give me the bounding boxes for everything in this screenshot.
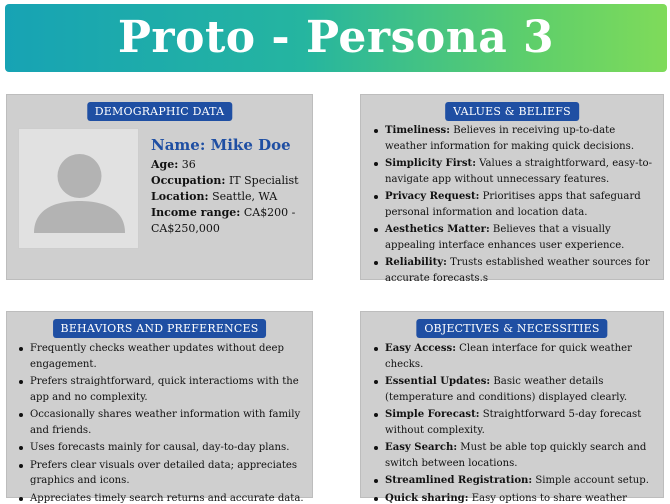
name-value: Mike Doe: [210, 136, 291, 154]
item-title: Reliability:: [385, 257, 447, 268]
list-item: Reliability: Trusts established weather …: [370, 255, 660, 286]
list-item: Quick sharing: Easy options to share wea…: [370, 491, 660, 504]
age-label: Age:: [151, 158, 179, 171]
location-row: Location: Seattle, WA: [151, 189, 307, 205]
item-title: Streamlined Registration:: [385, 475, 533, 486]
income-value: CA$200 - CA$250,000: [151, 206, 296, 235]
objectives-heading: OBJECTIVES & NECESSITIES: [416, 319, 608, 338]
objectives-panel: OBJECTIVES & NECESSITIES Easy Access: Cl…: [360, 311, 664, 504]
list-item: Essential Updates: Basic weather details…: [370, 374, 660, 405]
values-list: Timeliness: Believes in receiving up-to-…: [370, 123, 660, 288]
demographic-heading: DEMOGRAPHIC DATA: [86, 102, 233, 121]
list-item: Appreciates timely search returns and ac…: [15, 491, 309, 504]
age-row: Age: 36: [151, 157, 307, 173]
location-label: Location:: [151, 190, 209, 203]
item-title: Quick sharing:: [385, 492, 469, 504]
list-item: Simple Forecast: Straightforward 5-day f…: [370, 407, 660, 438]
list-item: Easy Access: Clean interface for quick w…: [370, 341, 660, 372]
list-item: Frequently checks weather updates withou…: [15, 341, 309, 372]
objectives-list: Easy Access: Clean interface for quick w…: [370, 341, 660, 504]
item-text: Believes that a visually appealing inter…: [385, 224, 625, 251]
age-value: 36: [181, 158, 196, 171]
list-item: Occasionally shares weather information …: [15, 407, 309, 438]
name-label: Name:: [151, 136, 206, 154]
behaviors-list: Frequently checks weather updates withou…: [15, 341, 309, 504]
list-item: Timeliness: Believes in receiving up-to-…: [370, 123, 660, 154]
item-text: Straightforward 5-day forecast without c…: [385, 409, 642, 436]
item-text: Prioritises apps that safeguard personal…: [385, 191, 641, 218]
identity-details: Name: Mike Doe Age: 36 Occupation: IT Sp…: [151, 135, 307, 237]
list-item: Easy Search: Must be able top quickly se…: [370, 440, 660, 471]
values-heading: VALUES & BELIEFS: [445, 102, 579, 121]
item-text: Believes in receiving up-to-date weather…: [385, 125, 635, 152]
item-text: Clean interface for quick weather checks…: [385, 343, 632, 370]
item-title: Simplicity First:: [385, 158, 476, 169]
item-text: Trusts established weather sources for a…: [385, 257, 650, 284]
item-text: Basic weather details (temperature and c…: [385, 376, 628, 403]
user-avatar-placeholder-icon: [18, 128, 139, 249]
list-item: Aesthetics Matter: Believes that a visua…: [370, 222, 660, 253]
title-banner: Proto - Persona 3: [5, 4, 667, 72]
item-title: Essential Updates:: [385, 376, 491, 387]
item-text: Simple account setup.: [535, 475, 649, 486]
behaviors-panel: BEHAVIORS AND PREFERENCES Frequently che…: [6, 311, 313, 504]
values-panel: VALUES & BELIEFS Timeliness: Believes in…: [360, 94, 664, 284]
occupation-row: Occupation: IT Specialist: [151, 173, 307, 189]
item-title: Easy Search:: [385, 442, 458, 453]
location-value: Seattle, WA: [212, 190, 278, 203]
occupation-label: Occupation:: [151, 174, 226, 187]
list-item: Prefers clear visuals over detailed data…: [15, 458, 309, 489]
income-row: Income range: CA$200 - CA$250,000: [151, 205, 307, 237]
item-text: Values a straightforward, easy-to-naviga…: [385, 158, 653, 185]
income-label: Income range:: [151, 206, 241, 219]
page-title: Proto - Persona 3: [117, 12, 555, 63]
occupation-value: IT Specialist: [228, 174, 299, 187]
item-title: Aesthetics Matter:: [385, 224, 490, 235]
list-item: Prefers straightforward, quick interacti…: [15, 374, 309, 405]
list-item: Streamlined Registration: Simple account…: [370, 473, 660, 489]
item-title: Timeliness:: [385, 125, 450, 136]
demographic-panel: DEMOGRAPHIC DATA Name: Mike Doe Age: 36 …: [6, 94, 313, 280]
item-title: Easy Access:: [385, 343, 456, 354]
item-title: Simple Forecast:: [385, 409, 480, 420]
item-title: Privacy Request:: [385, 191, 480, 202]
item-text: Must be able top quickly search and swit…: [385, 442, 647, 469]
behaviors-heading: BEHAVIORS AND PREFERENCES: [52, 319, 267, 338]
list-item: Simplicity First: Values a straightforwa…: [370, 156, 660, 187]
persona-name: Name: Mike Doe: [151, 135, 307, 155]
list-item: Uses forecasts mainly for causal, day-to…: [15, 440, 309, 456]
item-text: Easy options to share weather informatio…: [471, 492, 627, 504]
list-item: Privacy Request: Prioritises apps that s…: [370, 189, 660, 220]
